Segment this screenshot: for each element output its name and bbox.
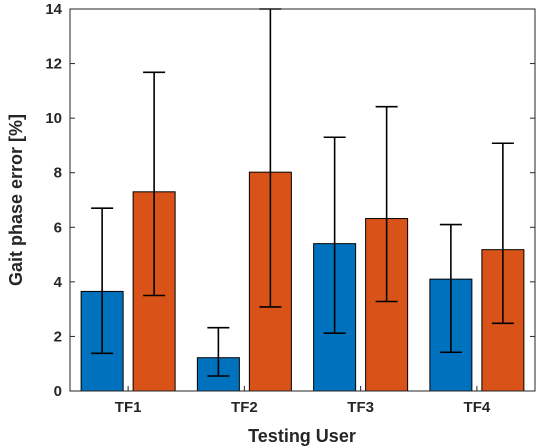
x-tick-label: TF4 xyxy=(464,399,491,416)
x-axis-ticks: TF1 TF2 TF3 TF4 xyxy=(115,386,491,416)
error-bar-tf1-series-2 xyxy=(143,71,166,297)
error-bar-tf4-series-2 xyxy=(491,142,514,325)
y-tick-label: 14 xyxy=(45,1,62,18)
x-tick-label: TF3 xyxy=(347,399,374,416)
error-bar-tf3-series-1 xyxy=(323,136,346,334)
x-tick-label: TF1 xyxy=(115,399,142,416)
errorbars-layer xyxy=(91,8,514,377)
y-axis-title: Gait phase error [%] xyxy=(6,114,26,286)
y-tick-label: 10 xyxy=(45,110,62,127)
error-bar-tf2-series-1 xyxy=(207,326,230,377)
y-axis-ticks: 0 2 4 6 8 10 12 14 xyxy=(45,1,535,400)
plot-frame xyxy=(69,8,536,392)
x-tick-label: TF2 xyxy=(231,399,258,416)
y-tick-label: 0 xyxy=(54,383,62,400)
y-tick-label: 4 xyxy=(54,274,63,291)
error-bar-tf4-series-1 xyxy=(439,223,462,354)
y-tick-label: 6 xyxy=(54,219,62,236)
y-tick-label: 2 xyxy=(54,328,62,345)
y-tick-label: 12 xyxy=(45,56,62,73)
error-bar-tf1-series-1 xyxy=(91,207,114,355)
y-tick-label: 8 xyxy=(54,165,62,182)
error-bar-tf3-series-2 xyxy=(375,105,398,303)
x-axis-title: Testing User xyxy=(248,426,356,446)
